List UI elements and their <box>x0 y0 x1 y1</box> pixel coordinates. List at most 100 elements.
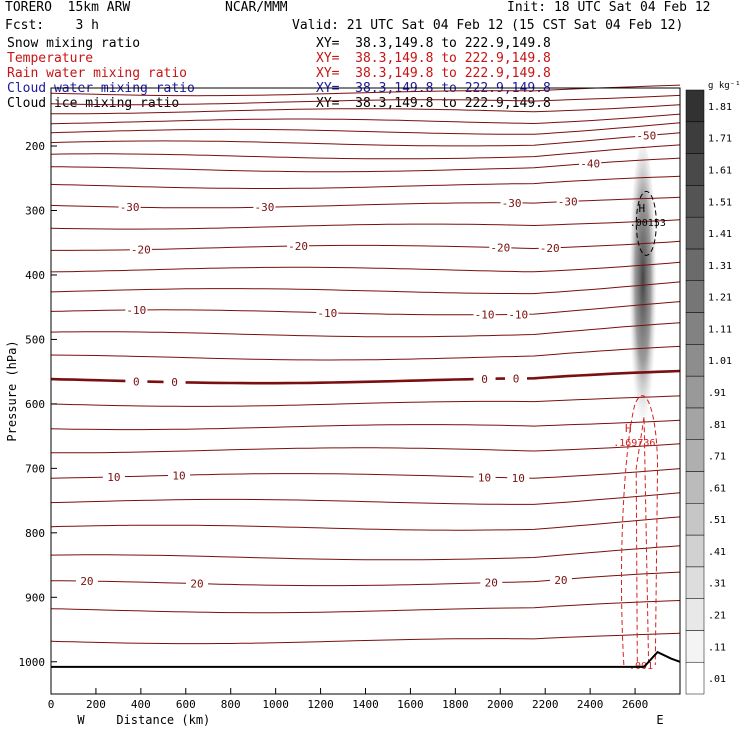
temperature-contour-line <box>50 94 681 106</box>
contour-label: -30 <box>502 197 522 210</box>
contour-label-background <box>473 372 496 385</box>
field-xy-rain: XY= 38.3,149.8 to 222.9,149.8 <box>316 66 551 81</box>
colorbar-label: 1.41 <box>708 229 732 240</box>
temperature-contour-line <box>50 132 681 147</box>
colorbar-swatch <box>685 216 705 250</box>
contour-label-background <box>473 471 496 484</box>
contour-label: 10 <box>172 469 185 482</box>
contour-label: -10 <box>317 307 337 320</box>
x-tick-label: 0 <box>48 698 55 711</box>
y-tick-label: 600 <box>25 398 45 411</box>
x-tick-label: 2400 <box>577 698 604 711</box>
colorbar-label: .41 <box>708 547 726 558</box>
temperature-contour-line <box>51 443 681 454</box>
colorbar-label: .01 <box>708 674 726 685</box>
contour-label-background <box>549 573 572 586</box>
contour-label: -30 <box>254 201 274 214</box>
temperature-contour-line <box>50 84 681 97</box>
colorbar-label: .71 <box>708 452 726 463</box>
y-tick-label: 1000 <box>19 656 46 669</box>
colorbar-label: 1.31 <box>708 261 732 272</box>
contour-label-background <box>75 575 98 588</box>
axes: 0 200 400 600 800 1000 1200 1400 1600 1800 2000 220… <box>5 87 681 727</box>
contour-label: 10 <box>478 471 491 484</box>
contour-label: 20 <box>554 574 567 587</box>
temperature-contour-line <box>50 571 681 587</box>
x-tick-label: 2000 <box>487 698 514 711</box>
colorbar-label: .11 <box>708 642 726 653</box>
contour-label-background <box>118 201 141 214</box>
contour-label: 10 <box>107 471 120 484</box>
colorbar-swatch <box>685 344 705 377</box>
temperature-contour-line <box>50 281 681 295</box>
colorbar-swatch <box>685 471 705 504</box>
contour-label-background <box>556 195 579 208</box>
colorbar-swatch <box>685 566 705 599</box>
center-title: NCAR/MMM <box>225 0 288 15</box>
maximum-marker: H <box>625 422 632 435</box>
y-tick-label: 700 <box>25 462 45 475</box>
field-xy-snow: XY= 38.3,149.8 to 222.9,149.8 <box>316 36 551 51</box>
colorbar-swatch <box>685 630 705 663</box>
field-name-cloud-ice: Cloud ice mixing ratio <box>7 96 180 111</box>
temperature-contour-line <box>50 492 681 505</box>
contour-label: 0 <box>171 376 178 389</box>
colorbar-swatch <box>685 598 705 631</box>
x-axis-title: Distance (km) <box>116 713 210 727</box>
maximum-marker: H <box>638 202 645 215</box>
contour-label-background <box>500 196 523 209</box>
temperature-contour-line <box>50 345 681 361</box>
contour-label-background <box>129 243 152 256</box>
colorbar-swatch <box>685 534 705 568</box>
rain-water-contour-inner <box>635 416 650 662</box>
colorbar-label: 1.81 <box>708 102 732 113</box>
contour-label-background <box>316 306 339 319</box>
maximum-value: .169736 <box>613 438 655 449</box>
temperature-contour-line <box>50 545 681 561</box>
y-tick-label: 400 <box>25 269 45 282</box>
colorbar-units: g kg⁻¹ <box>708 81 740 91</box>
temperature-contour-line <box>50 632 681 645</box>
x-tick-label: 600 <box>176 698 196 711</box>
contour-label: 0 <box>481 373 488 386</box>
contour-label: -10 <box>126 304 146 317</box>
contour-label: -30 <box>558 195 578 208</box>
contour-label-background <box>473 308 496 321</box>
contour-label: -20 <box>131 244 151 257</box>
forecast-hour: Fcst: 3 h <box>5 18 99 33</box>
snow-max-shading <box>628 144 657 445</box>
plot-frame <box>50 87 681 695</box>
contour-label-background <box>505 372 528 385</box>
temperature-contour-line <box>50 122 681 135</box>
contour-label: 0 <box>133 375 140 388</box>
y-tick-label: 300 <box>25 204 45 217</box>
x-tick-label: 1600 <box>397 698 424 711</box>
y-tick-label: 900 <box>25 591 45 604</box>
colorbar-swatch <box>685 407 705 440</box>
x-tick-label: 2200 <box>532 698 559 711</box>
temperature-contour-line <box>50 369 681 385</box>
contour-label: 20 <box>190 578 203 591</box>
colorbar-swatch <box>685 185 705 218</box>
terrain-line <box>51 650 681 668</box>
model-title: TORERO 15km ARW <box>5 0 131 15</box>
contour-label-background <box>125 375 148 388</box>
temperature-contour-line <box>51 104 681 115</box>
contour-label-background <box>507 308 530 321</box>
contour-label-background <box>507 471 530 484</box>
colorbar: .01 .11 .21 .31 .41 .51 .61 .71 .81 .91 1.01 1.11 1.… <box>685 81 740 695</box>
field-name-rain: Rain water mixing ratio <box>7 66 188 81</box>
contour-label: -20 <box>540 242 560 255</box>
y-tick-label: 800 <box>25 527 45 540</box>
colorbar-label: 1.51 <box>708 197 732 208</box>
contour-label-background <box>125 303 148 316</box>
temperature-contour-line <box>50 175 681 189</box>
valid-time: Valid: 21 UTC Sat 04 Feb 12 (15 CST Sat … <box>292 18 684 33</box>
maximum-value: .00153 <box>630 218 666 229</box>
temperature-contours: -50-40-30 -30 -30 -30-20 -20 -20 -20-10 -10 -10-… <box>50 84 681 645</box>
x-tick-label: 1000 <box>262 698 289 711</box>
contour-label-background <box>538 242 561 255</box>
colorbar-swatch <box>685 503 705 536</box>
colorbar-label: .81 <box>708 420 726 431</box>
